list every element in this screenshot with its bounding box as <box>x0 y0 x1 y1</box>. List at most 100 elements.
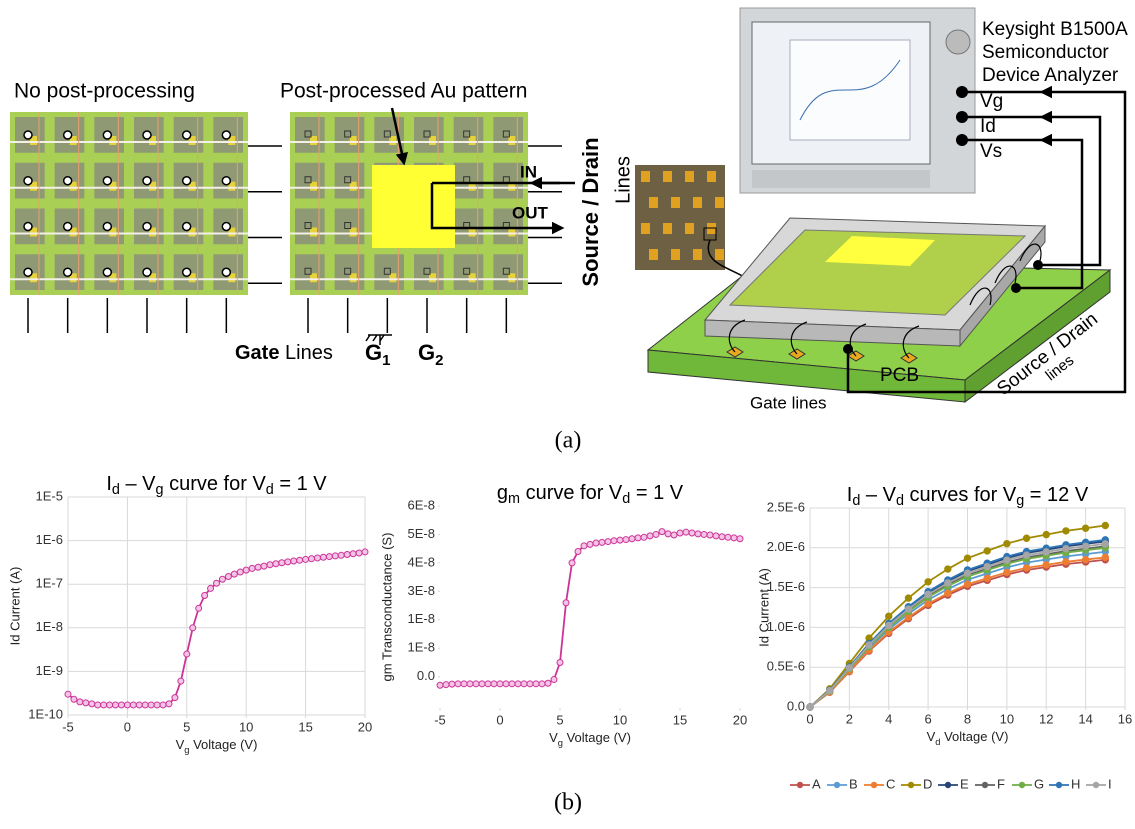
data-point <box>1063 545 1069 551</box>
data-point <box>107 702 113 708</box>
x-tick-label: 20 <box>358 719 372 734</box>
data-point <box>449 681 455 687</box>
y-tick-label: 1.0E-6 <box>767 619 805 634</box>
data-point <box>984 548 990 554</box>
data-point <box>172 695 178 701</box>
micro-pad <box>685 171 694 182</box>
data-point <box>984 563 990 569</box>
micro-pad <box>715 249 724 260</box>
y-tick-label: 2.0E-6 <box>767 539 805 554</box>
g2-sub: 2 <box>435 352 443 369</box>
data-point <box>1023 552 1029 558</box>
sd-lines-label: Source / Drain <box>578 137 603 286</box>
array-cell <box>295 163 325 199</box>
wire-node <box>1033 260 1043 270</box>
text-part: – V <box>120 473 156 495</box>
y-tick-label: 0.0 <box>417 668 435 683</box>
data-point <box>569 560 575 566</box>
contact-dot <box>103 223 111 231</box>
legend-marker <box>797 782 803 788</box>
micro-pad <box>649 249 658 260</box>
text-part: = 12 V <box>1024 484 1089 506</box>
data-point <box>581 543 587 549</box>
x-tick-label: 16 <box>1118 711 1132 726</box>
contact-dot <box>64 268 72 276</box>
text-part: = 1 V <box>630 482 683 504</box>
legend-label: D <box>923 776 932 791</box>
wire-node <box>1011 283 1021 293</box>
mid-title: Post-processed Au pattern <box>280 80 527 103</box>
data-point <box>886 613 892 619</box>
data-point <box>521 681 527 687</box>
data-point <box>623 537 629 543</box>
micro-pad <box>641 171 650 182</box>
micro-pad <box>685 223 694 234</box>
data-point <box>461 681 467 687</box>
array-cell <box>493 254 523 290</box>
legend-label: C <box>886 776 895 791</box>
array-cell <box>335 254 365 290</box>
contact-dot <box>64 131 72 139</box>
x-axis-label: Vd Voltage (V) <box>927 729 1009 747</box>
data-point <box>593 540 599 546</box>
chart-title: Id – Vg curve for Vd = 1 V <box>106 473 327 498</box>
data-point <box>707 532 713 538</box>
data-point <box>202 593 208 599</box>
data-point <box>635 535 641 541</box>
micro-pad <box>649 197 658 208</box>
subscript: d <box>266 482 274 498</box>
x-axis-label: Vg Voltage (V) <box>176 737 258 755</box>
x-tick-label: 5 <box>556 712 563 727</box>
array-cell <box>295 209 325 245</box>
data-point <box>945 590 951 596</box>
instrument-base <box>752 170 930 188</box>
data-point <box>83 700 89 706</box>
data-point <box>527 681 533 687</box>
data-point <box>332 553 338 559</box>
contact-dot <box>24 223 32 231</box>
data-point <box>326 554 332 560</box>
legend-marker <box>982 782 988 788</box>
text-part: V <box>927 729 936 744</box>
data-point <box>225 574 231 580</box>
left-title: No post-processing <box>14 80 195 103</box>
data-point <box>291 558 297 564</box>
micro-pad <box>693 197 702 208</box>
legend-label: H <box>1071 776 1080 791</box>
data-point <box>303 556 309 562</box>
legend-marker <box>908 782 914 788</box>
x-tick-label: 20 <box>733 712 747 727</box>
y-axis-label: Id Current (A) <box>7 567 22 646</box>
data-point <box>886 622 892 628</box>
data-point <box>467 681 473 687</box>
data-point <box>539 681 545 687</box>
data-point <box>309 556 315 562</box>
data-point <box>101 702 107 708</box>
data-point <box>611 538 617 544</box>
y-tick-label: 0.5E-6 <box>767 659 805 674</box>
data-point <box>166 701 172 707</box>
data-point <box>731 535 737 541</box>
x-tick-label: 15 <box>298 719 312 734</box>
data-point <box>485 681 491 687</box>
data-point <box>665 531 671 537</box>
data-point <box>641 534 647 540</box>
legend-label: F <box>997 776 1005 791</box>
knob <box>946 30 970 54</box>
data-point <box>1023 535 1029 541</box>
data-point <box>178 678 184 684</box>
data-point <box>497 681 503 687</box>
data-point <box>160 702 166 708</box>
data-point <box>737 536 743 542</box>
data-point <box>1102 541 1108 547</box>
data-line <box>440 532 740 686</box>
x-tick-label: -5 <box>434 712 446 727</box>
text-part: Voltage (V) <box>563 730 631 745</box>
data-point <box>1102 554 1108 560</box>
data-point <box>314 555 320 561</box>
out-label: OUT <box>512 203 549 222</box>
micro-pad <box>707 171 716 182</box>
data-point <box>826 687 832 693</box>
data-point <box>725 534 731 540</box>
legend-marker <box>1019 782 1025 788</box>
